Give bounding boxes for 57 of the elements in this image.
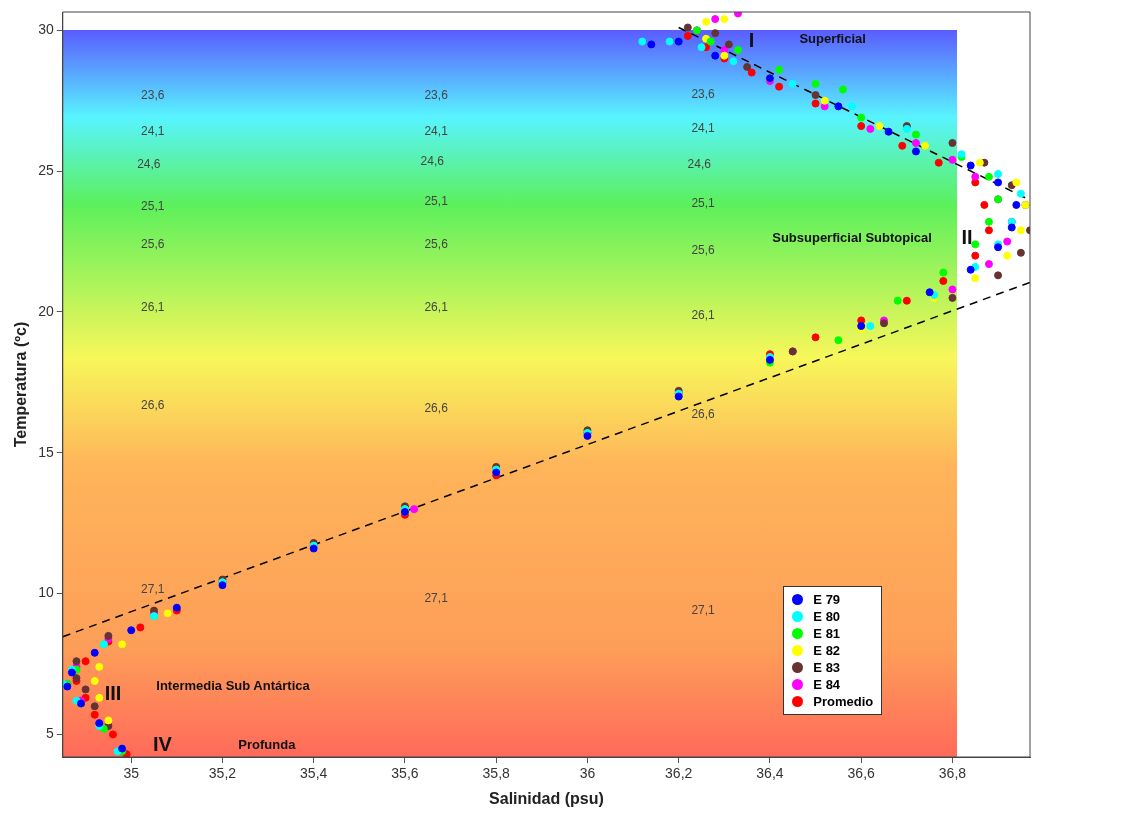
annotation: IV: [152, 733, 173, 756]
legend-label: Promedio: [813, 693, 874, 709]
y-tick-label: 10: [38, 584, 54, 601]
y-tick-label: 20: [38, 302, 54, 319]
y-tick-label: 5: [45, 725, 54, 742]
annotation: 23,6: [691, 87, 716, 102]
legend-label: E 84: [813, 676, 841, 692]
legend-label: E 83: [813, 659, 841, 675]
x-tick-label: 36,4: [756, 765, 784, 782]
legend-label: E 82: [813, 642, 841, 658]
annotation: 27,1: [424, 590, 449, 605]
annotation: Subsuperficial Subtopical: [772, 230, 932, 246]
y-tick-label: 30: [38, 21, 54, 38]
y-tick-label: 15: [38, 443, 54, 460]
x-tick-label: 35: [123, 765, 140, 782]
annotation: 24,1: [691, 120, 716, 135]
y-tick-label: 25: [38, 162, 54, 178]
y-axis-title: Temperatura (ºc): [12, 321, 30, 448]
x-axis-title: Salinidad (psu): [489, 789, 604, 807]
legend-label: E 81: [813, 625, 841, 641]
annotation: 23,6: [424, 88, 449, 103]
annotation: 26,1: [141, 300, 165, 315]
x-tick-label: 36,6: [847, 765, 876, 782]
annotation: 24,6: [137, 157, 161, 172]
annotation: I: [748, 29, 755, 52]
annotation: 25,6: [691, 242, 716, 257]
annotation: 25,1: [424, 194, 449, 209]
annotation: 26,6: [141, 398, 165, 413]
annotation: 24,6: [687, 157, 712, 172]
x-tick-label: 35,2: [208, 765, 237, 782]
annotation: 25,1: [691, 195, 716, 210]
annotation: 23,6: [141, 88, 165, 103]
annotation: 24,1: [424, 123, 449, 138]
x-tick-label: 36: [579, 765, 596, 782]
annotation: 27,1: [691, 603, 716, 618]
annotation: 26,1: [424, 300, 449, 315]
annotation: 24,1: [141, 123, 165, 138]
annotation: III: [104, 681, 122, 704]
annotation: 26,6: [424, 400, 449, 415]
annotation: II: [961, 226, 973, 248]
legend-label: E 80: [813, 608, 841, 624]
x-tick-label: 36,8: [938, 765, 967, 782]
legend-label: E 79: [813, 591, 841, 607]
annotation: 26,6: [691, 406, 716, 421]
annotation: 27,1: [141, 581, 165, 596]
annotation: 25,6: [141, 236, 165, 251]
annotation: 26,1: [691, 307, 716, 322]
annotation: 25,1: [141, 198, 165, 213]
x-tick-label: 35,6: [391, 765, 419, 782]
x-tick-label: 35,8: [482, 765, 511, 782]
annotation: Intermedia Sub Antártica: [156, 677, 311, 693]
annotation: Profunda: [238, 737, 297, 753]
annotation: 25,6: [424, 236, 449, 251]
annotation: Superficial: [799, 31, 866, 47]
annotation: 24,6: [420, 154, 445, 169]
x-tick-label: 36,2: [665, 765, 693, 782]
x-tick-label: 35,4: [300, 765, 328, 782]
